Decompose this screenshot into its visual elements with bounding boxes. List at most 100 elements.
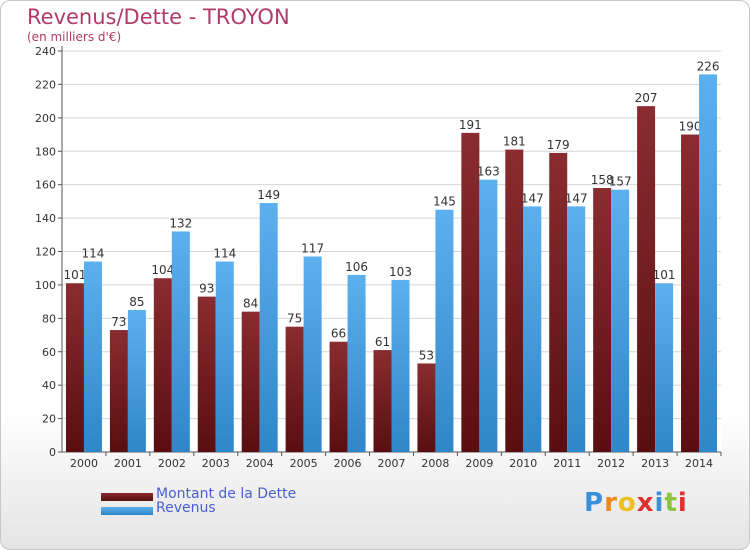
y-tick-label: 140 xyxy=(35,212,56,225)
data-label-dette: 101 xyxy=(64,268,87,282)
x-tick-label: 2005 xyxy=(290,457,318,470)
bar-revenus xyxy=(215,261,234,452)
y-tick-label: 240 xyxy=(35,45,56,58)
data-label-revenus: 147 xyxy=(565,191,588,205)
data-label-dette: 190 xyxy=(679,120,702,134)
data-label-revenus: 145 xyxy=(433,195,456,209)
x-tick-label: 2001 xyxy=(114,457,142,470)
x-tick-label: 2014 xyxy=(685,457,713,470)
y-tick-label: 60 xyxy=(42,346,56,359)
y-tick-label: 100 xyxy=(35,279,56,292)
legend-label-revenus: Revenus xyxy=(156,500,216,516)
data-label-revenus: 226 xyxy=(697,59,720,73)
chart-title: Revenus/Dette - TROYON xyxy=(27,5,290,29)
bar-dette xyxy=(593,188,612,452)
data-label-dette: 207 xyxy=(635,91,658,105)
y-tick-label: 20 xyxy=(42,413,56,426)
x-tick-label: 2003 xyxy=(202,457,230,470)
data-label-revenus: 114 xyxy=(213,247,236,261)
bar-revenus xyxy=(391,279,410,452)
logo-letter: i xyxy=(677,488,688,518)
data-label-dette: 66 xyxy=(331,327,346,341)
bar-revenus xyxy=(259,203,278,452)
bar-revenus xyxy=(567,206,586,452)
bar-dette xyxy=(681,134,700,452)
data-label-revenus: 106 xyxy=(345,260,368,274)
y-tick-label: 40 xyxy=(42,379,56,392)
bar-dette xyxy=(197,296,216,452)
data-label-dette: 61 xyxy=(375,335,390,349)
bar-revenus xyxy=(479,179,498,452)
data-label-revenus: 147 xyxy=(521,191,544,205)
bar-dette xyxy=(153,278,172,452)
bar-revenus xyxy=(655,283,674,452)
logo-letter: r xyxy=(604,488,618,518)
data-label-dette: 75 xyxy=(287,312,302,326)
data-label-revenus: 101 xyxy=(653,268,676,282)
y-tick-label: 220 xyxy=(35,78,56,91)
x-tick-label: 2008 xyxy=(421,457,449,470)
bar-dette xyxy=(241,311,260,452)
bar-revenus xyxy=(699,74,718,453)
bar-dette xyxy=(417,363,436,452)
bar-revenus xyxy=(347,274,366,452)
data-label-revenus: 114 xyxy=(82,247,105,261)
proxiti-logo: Proxiti xyxy=(584,488,688,518)
y-tick-label: 160 xyxy=(35,179,56,192)
data-label-dette: 93 xyxy=(199,282,214,296)
logo-letter: o xyxy=(617,488,637,518)
x-tick-label: 2007 xyxy=(378,457,406,470)
bar-dette xyxy=(549,152,568,452)
data-label-dette: 179 xyxy=(547,138,570,152)
bar-dette xyxy=(329,341,348,452)
x-tick-label: 2012 xyxy=(597,457,625,470)
bar-revenus xyxy=(435,209,454,452)
bar-dette xyxy=(637,106,656,452)
bar-dette xyxy=(285,326,304,452)
y-tick-label: 80 xyxy=(42,312,56,325)
legend-swatch-revenus xyxy=(101,507,153,515)
logo-letter: t xyxy=(664,488,678,518)
x-tick-label: 2004 xyxy=(246,457,274,470)
bar-revenus xyxy=(523,206,542,452)
bar-revenus xyxy=(83,261,102,452)
data-label-revenus: 149 xyxy=(257,188,280,202)
data-label-revenus: 103 xyxy=(389,265,412,279)
data-label-dette: 104 xyxy=(151,263,174,277)
data-label-dette: 73 xyxy=(111,315,126,329)
x-tick-label: 2006 xyxy=(334,457,362,470)
chart-subtitle: (en milliers d'€) xyxy=(27,30,122,44)
data-label-revenus: 163 xyxy=(477,165,500,179)
data-label-revenus: 157 xyxy=(609,175,632,189)
data-label-dette: 158 xyxy=(591,173,614,187)
y-tick-label: 0 xyxy=(49,446,56,459)
bar-revenus xyxy=(611,189,630,452)
bar-revenus xyxy=(171,231,190,452)
logo-letter: P xyxy=(584,488,605,518)
x-tick-label: 2010 xyxy=(509,457,537,470)
bar-revenus xyxy=(127,309,146,452)
legend-swatch-dette xyxy=(101,493,153,501)
data-label-dette: 84 xyxy=(243,297,258,311)
data-label-revenus: 117 xyxy=(301,242,324,256)
logo-letter: x xyxy=(636,488,655,518)
x-tick-label: 2000 xyxy=(70,457,98,470)
x-tick-label: 2002 xyxy=(158,457,186,470)
y-tick-label: 120 xyxy=(35,246,56,259)
legend-label-dette: Montant de la Dette xyxy=(156,486,297,502)
data-label-dette: 191 xyxy=(459,118,482,132)
x-tick-label: 2011 xyxy=(553,457,581,470)
bar-revenus xyxy=(303,256,322,452)
x-tick-label: 2009 xyxy=(465,457,493,470)
data-label-dette: 53 xyxy=(419,348,434,362)
bar-dette xyxy=(461,132,480,452)
y-tick-label: 200 xyxy=(35,112,56,125)
y-tick-label: 180 xyxy=(35,145,56,158)
data-label-revenus: 132 xyxy=(169,216,192,230)
bar-dette xyxy=(373,350,392,452)
logo-letter: i xyxy=(654,488,665,518)
x-tick-label: 2013 xyxy=(641,457,669,470)
bar-dette xyxy=(65,283,84,452)
